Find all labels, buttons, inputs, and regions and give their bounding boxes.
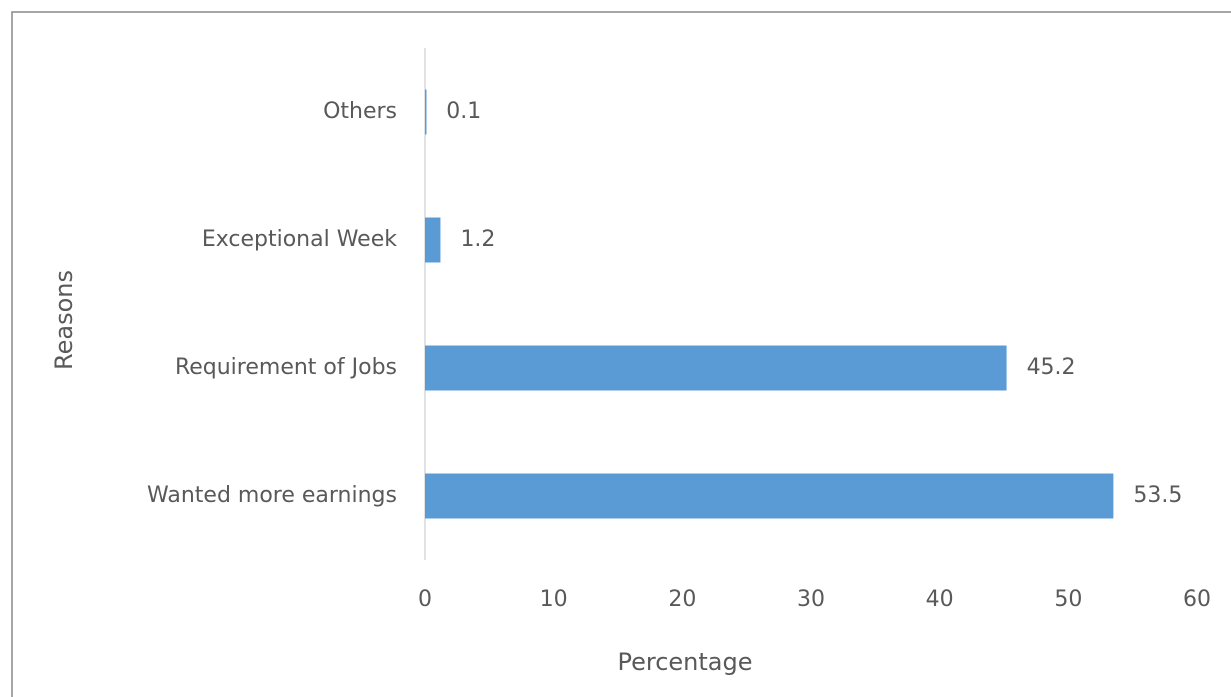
x-tick-label: 60 [1183,587,1211,612]
bar [425,217,441,263]
x-tick-label: 10 [540,587,568,612]
chart-frame [11,11,1231,697]
bar [425,473,1114,519]
data-label: 0.1 [446,99,481,124]
bar [425,345,1007,391]
data-label: 45.2 [1027,355,1076,380]
y-tick-label: Others [323,99,397,124]
x-tick-label: 20 [668,587,696,612]
y-tick-label: Requirement of Jobs [175,355,397,380]
x-axis-label: Percentage [617,648,752,676]
x-tick-label: 30 [797,587,825,612]
y-axis-label: Reasons [50,270,78,370]
data-label: 53.5 [1133,483,1182,508]
data-label: 1.2 [460,227,495,252]
y-tick-label: Exceptional Week [202,227,397,252]
bar [425,89,427,135]
x-tick-label: 50 [1054,587,1082,612]
y-tick-label: Wanted more earnings [147,483,397,508]
x-tick-label: 0 [418,587,432,612]
x-tick-label: 40 [926,587,954,612]
